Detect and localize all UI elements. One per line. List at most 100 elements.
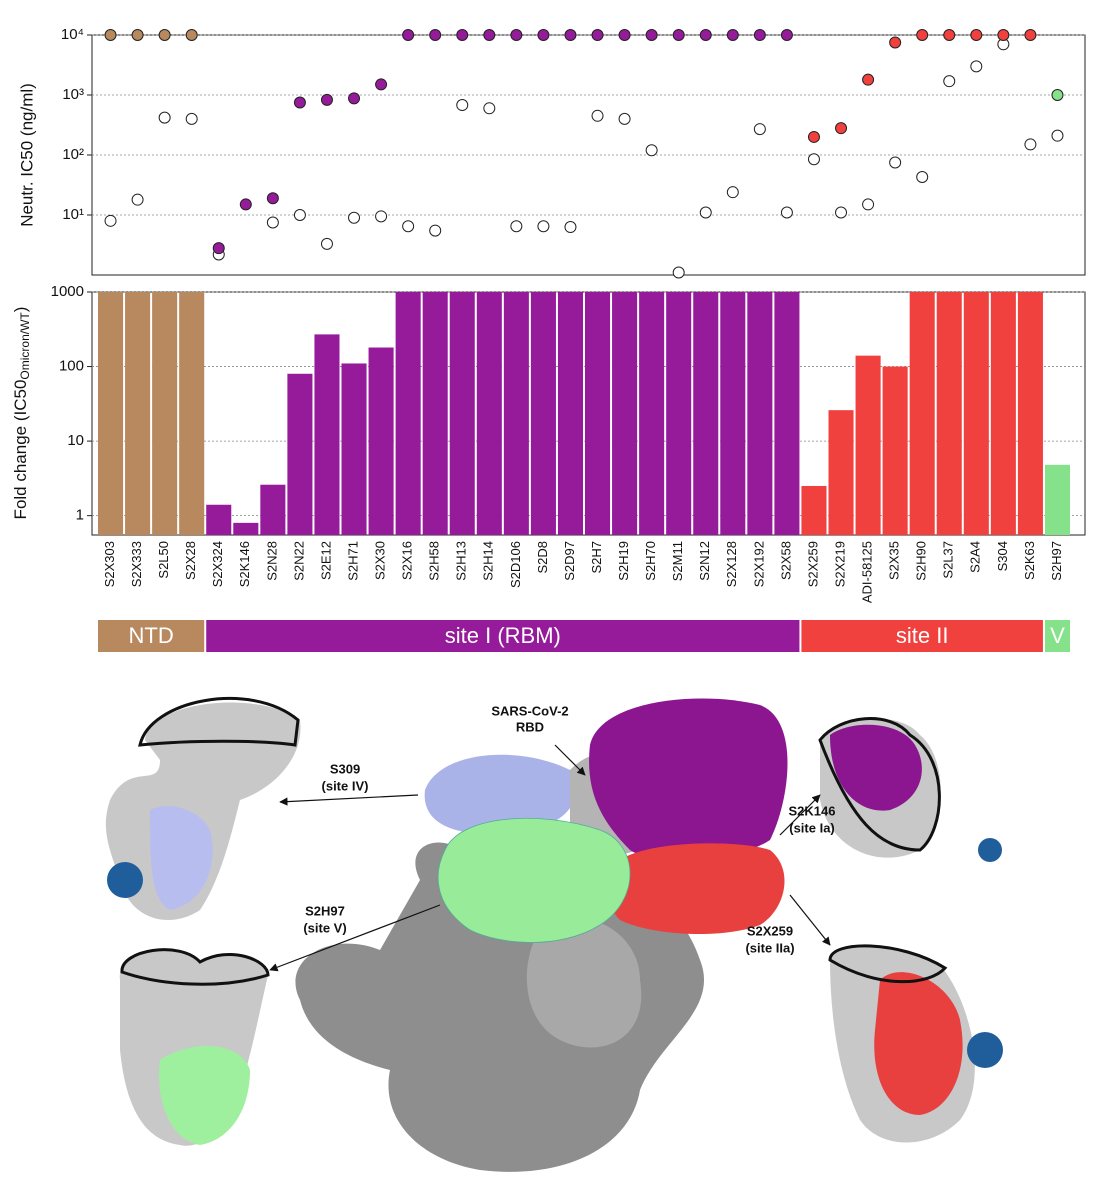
data-point	[645, 29, 658, 41]
data-point	[591, 109, 604, 122]
x-tick-label: S2N22	[291, 541, 306, 581]
data-point	[862, 198, 875, 211]
bar	[98, 292, 124, 535]
x-tick-label: S2X324	[210, 541, 225, 587]
data-point	[970, 29, 983, 41]
antibody-label: S2H97	[305, 903, 345, 918]
data-point	[618, 29, 631, 41]
antibody-label: S2X259	[747, 923, 793, 938]
x-tick-label: S2H70	[643, 541, 658, 581]
data-point	[780, 29, 793, 41]
data-point	[943, 75, 956, 88]
group-band	[98, 620, 205, 652]
bar	[368, 347, 394, 535]
data-point	[726, 186, 739, 199]
y-axis-label-sub: Omicron/WT	[18, 312, 32, 380]
x-tick-label: S2H71	[345, 541, 360, 581]
data-point	[266, 192, 279, 205]
data-point	[835, 206, 848, 219]
bar	[395, 292, 421, 535]
data-point	[537, 29, 550, 41]
data-point	[293, 209, 306, 221]
data-point	[131, 193, 144, 206]
bar	[828, 410, 854, 535]
data-point	[239, 198, 252, 211]
data-point	[348, 92, 361, 105]
x-tick-label: S2D8	[535, 541, 550, 574]
bar	[152, 292, 178, 535]
structure-image	[105, 697, 1003, 1172]
data-point	[293, 96, 306, 109]
group-band	[206, 620, 800, 652]
x-tick-label: S2X333	[129, 541, 144, 587]
antibody-site: (site IV)	[322, 778, 369, 793]
bar	[1044, 464, 1070, 535]
x-tick-label: S2X16	[400, 541, 415, 580]
x-tick-label: S2K146	[237, 541, 252, 587]
bar	[233, 522, 259, 535]
antibody-site: (site Ia)	[789, 820, 835, 835]
bar	[449, 292, 475, 535]
data-point	[889, 36, 902, 49]
x-tick-label: S2X35	[887, 541, 902, 580]
bar	[422, 292, 448, 535]
x-tick-label: S2H58	[427, 541, 442, 581]
bar	[260, 484, 286, 535]
x-tick-label: S2X30	[373, 541, 388, 580]
data-point	[320, 93, 333, 106]
bar	[341, 363, 367, 535]
bar	[557, 292, 583, 535]
bar	[125, 292, 151, 535]
bar	[990, 292, 1016, 535]
data-point	[456, 29, 469, 41]
group-label: V	[1050, 623, 1065, 648]
data-point	[780, 206, 793, 219]
bar	[936, 292, 962, 535]
data-point	[753, 123, 766, 136]
data-point	[943, 29, 956, 41]
data-point	[158, 29, 171, 41]
data-point	[672, 266, 685, 279]
y-tick-label: 10³	[62, 86, 84, 103]
bar	[287, 373, 313, 535]
data-point	[185, 112, 198, 125]
x-tick-label: S2N28	[264, 541, 279, 581]
x-tick-label: S2X192	[751, 541, 766, 587]
data-point	[970, 60, 983, 73]
data-point	[1024, 138, 1037, 151]
x-tick-label: S2H97	[1049, 541, 1064, 581]
x-tick-label: S2X128	[724, 541, 739, 587]
y-tick-label: 100	[59, 358, 84, 375]
data-point	[537, 220, 550, 233]
group-band	[801, 620, 1043, 652]
data-point	[807, 130, 820, 143]
group-label: site II	[896, 623, 949, 648]
data-point	[185, 29, 198, 41]
data-point	[348, 211, 361, 224]
x-tick-label: S2H90	[914, 541, 929, 581]
bar	[639, 292, 665, 535]
x-tick-label: S2X259	[805, 541, 820, 587]
bar	[666, 292, 692, 535]
bar	[314, 334, 340, 535]
y-tick-label: 10	[67, 432, 84, 449]
x-tick-label: S2A4	[968, 541, 983, 573]
data-point	[726, 29, 739, 41]
data-point	[916, 170, 929, 183]
y-tick-label: 10¹	[62, 206, 84, 223]
data-point	[1024, 29, 1037, 41]
x-tick-label: S2H13	[454, 541, 469, 581]
x-tick-label: S2N12	[697, 541, 712, 581]
rbd-label: RBD	[516, 719, 544, 734]
y-axis-label: Neutr. IC50 (ng/ml)	[17, 83, 36, 227]
x-tick-label: S2E12	[318, 541, 333, 580]
data-point	[375, 210, 388, 223]
bar	[747, 292, 773, 535]
antibody-site: (site V)	[303, 920, 346, 935]
bar	[774, 292, 800, 535]
x-tick-label: ADI-58125	[860, 541, 875, 603]
antibody-label: S2K146	[789, 803, 836, 818]
bar	[963, 292, 989, 535]
data-point	[104, 29, 117, 41]
